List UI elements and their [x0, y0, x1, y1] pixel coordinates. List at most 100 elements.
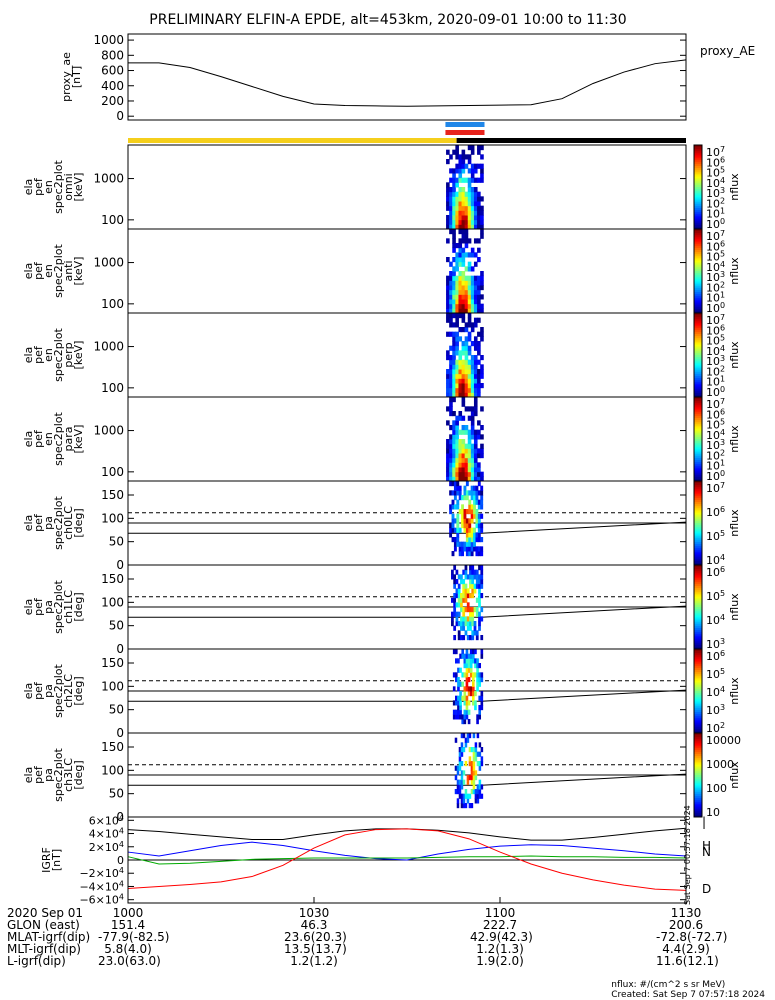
pitch-angle-cell	[473, 588, 477, 594]
pitch-angle-cell	[463, 672, 467, 678]
colorbar-cell	[694, 508, 702, 511]
spectrogram-cell	[452, 243, 456, 249]
colorbar-tick: 107	[706, 145, 725, 159]
pitch-angle-cell	[475, 574, 479, 580]
pitch-angle-cell	[478, 761, 482, 767]
spectrogram-cell	[464, 243, 469, 249]
pitch-angle-cell	[453, 607, 457, 613]
pitch-angle-cell	[461, 546, 465, 552]
pitch-angle-cell	[457, 593, 461, 599]
pitch-angle-cell	[462, 733, 466, 739]
pitch-angle-cell	[451, 481, 455, 487]
colorbar-cell	[694, 462, 702, 465]
pitch-angle-cell	[465, 490, 469, 496]
pitch-angle-cell	[451, 499, 455, 505]
spectrogram-cell	[464, 359, 469, 365]
spectrogram-cell	[473, 163, 478, 169]
ephemeris-value: 46.3	[300, 918, 328, 932]
ephemeris-row-label: MLT-igrf(dip)	[7, 942, 81, 956]
spectrogram-cell	[473, 205, 478, 211]
pitch-angle-cell	[465, 681, 469, 687]
spectrogram-cell	[446, 369, 450, 375]
pitch-angle-cell	[469, 574, 472, 580]
colorbar-tick: 104	[706, 344, 725, 358]
pitch-angle-cell	[456, 527, 460, 533]
spectrogram-cell	[446, 439, 450, 445]
colorbar-cell	[694, 678, 702, 681]
pitch-angle-cell	[474, 775, 478, 781]
ephemeris-row: L-igrf(dip) 23.0(63.0) 1.2(1.2) 1.9(2.0) 11.…	[0, 955, 775, 967]
spectrogram-cell	[461, 294, 466, 300]
spectrogram-cell	[470, 285, 475, 291]
pitch-angle-cell	[470, 518, 474, 524]
ephemeris-value: 42.9(42.3)	[470, 930, 533, 944]
spectrogram-cell	[461, 392, 466, 398]
colorbar-cell	[694, 302, 702, 306]
colorbar-cell	[694, 518, 702, 522]
pitch-angle-cell	[475, 583, 479, 589]
pitch-angle-cell	[476, 677, 479, 683]
spectrogram-cell	[473, 429, 478, 435]
pitch-angle-cell	[474, 663, 477, 669]
pitch-angle-cell	[458, 527, 462, 533]
spectrogram-cell	[461, 247, 466, 253]
ylabel-line: pa	[42, 600, 55, 614]
spectrogram-cell	[455, 154, 459, 160]
spectrogram-cell	[477, 392, 481, 398]
spectrogram-cell	[446, 201, 450, 207]
pitch-angle-cell	[456, 765, 460, 771]
spectrogram-cell	[464, 196, 469, 202]
pitch-angle-cell	[480, 574, 484, 580]
colorbar-cell	[694, 424, 702, 427]
colorbar-cell	[694, 546, 702, 549]
pitch-angle-cell	[455, 593, 459, 599]
pitch-angle-cell	[478, 574, 481, 580]
pitch-angle-cell	[463, 700, 467, 706]
colorbar-cell	[694, 180, 702, 184]
colorbar-cell	[694, 262, 702, 266]
colorbar-cell	[694, 493, 702, 497]
spectrogram-cell	[461, 224, 466, 230]
colorbar-cell	[694, 436, 702, 440]
pitch-angle-cell	[465, 551, 469, 557]
ephemeris-value: 1000	[112, 906, 144, 920]
colorbar-cell	[694, 184, 702, 188]
spectrogram-cell	[470, 387, 475, 393]
colorbar-cell	[694, 665, 702, 669]
spectrogram-cell	[461, 308, 466, 314]
spectrogram-cell	[467, 187, 472, 193]
pitch-angle-cell	[471, 607, 475, 613]
colorbar-cell	[694, 334, 702, 337]
pitch-angle-cell	[458, 765, 462, 771]
pitch-angle-cell	[456, 537, 460, 543]
pitch-angle-cell	[465, 649, 469, 655]
spectrogram-cell	[473, 471, 478, 477]
pitch-angle-cell	[455, 569, 459, 575]
colorbar-cell	[694, 260, 702, 264]
spectrogram-cell	[477, 215, 481, 221]
ephemeris-value: 13.5(13.7)	[284, 942, 347, 956]
colorbar-cell	[694, 760, 702, 763]
spectrogram-cell	[473, 303, 478, 309]
colorbar-cell	[694, 617, 702, 621]
colorbar-tick: 106	[706, 323, 725, 337]
colorbar-cell	[694, 634, 702, 637]
spectrogram-cell	[458, 303, 463, 309]
spectrogram-cell	[452, 196, 456, 202]
spectrogram-cell	[473, 434, 478, 440]
ytick-label: 100	[101, 595, 124, 609]
pitch-angle-cell	[478, 583, 481, 589]
spectrogram-cell	[467, 462, 472, 468]
colorbar-cell	[694, 243, 702, 247]
spectrogram-cell	[467, 336, 472, 342]
pitch-angle-cell	[457, 588, 461, 594]
spectrogram-cell	[458, 453, 463, 459]
spectrogram-cell	[464, 191, 469, 197]
colorbar-cell	[694, 174, 702, 177]
colorbar-cell	[694, 373, 702, 377]
spectrogram-cell	[455, 429, 459, 435]
spectrogram-cell	[470, 355, 475, 361]
colorbar-tick: 105	[706, 334, 725, 348]
colorbar-cell	[694, 537, 702, 541]
colorbar-cell	[694, 772, 702, 776]
